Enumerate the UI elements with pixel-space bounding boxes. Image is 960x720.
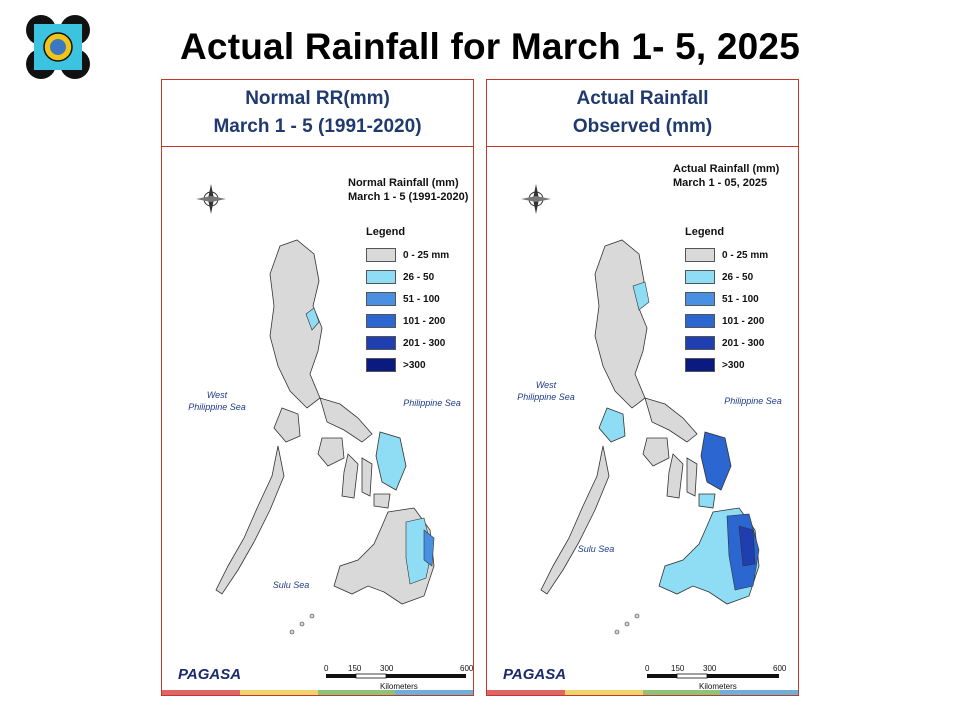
- sea-label-east: Philippine Sea: [403, 398, 461, 408]
- legend-label: 101 - 200: [403, 315, 446, 327]
- sea-label-west: West Philippine Sea: [517, 380, 575, 402]
- legend-item: 201 - 300: [685, 336, 764, 350]
- legend-title: Legend: [685, 226, 725, 238]
- legend-swatch: [366, 314, 396, 328]
- footer-colorbar: [162, 690, 473, 695]
- normal-rainfall-map: Normal Rainfall (mm) March 1 - 5 (1991-2…: [162, 146, 473, 695]
- footer-colorbar: [487, 690, 798, 695]
- agency-name: PAGASA: [503, 666, 567, 683]
- scale-tick: 600: [773, 664, 787, 673]
- panel-header: Actual Rainfall Observed (mm): [487, 80, 798, 147]
- legend-swatch: [685, 358, 715, 372]
- legend-title: Legend: [366, 226, 406, 238]
- legend-swatch: [685, 314, 715, 328]
- normal-rainfall-panel: Normal RR(mm) March 1 - 5 (1991-2020): [161, 79, 474, 696]
- legend-item: 101 - 200: [366, 314, 445, 328]
- panel-header-line1: Actual Rainfall: [576, 88, 709, 109]
- legend-label: >300: [403, 359, 426, 371]
- legend-item: 51 - 100: [366, 292, 440, 306]
- map-svg: [521, 184, 779, 679]
- legend-item: 26 - 50: [366, 270, 434, 284]
- legend-label: 26 - 50: [403, 271, 435, 283]
- map-title-line2: March 1 - 5 (1991-2020): [348, 191, 469, 203]
- map-title: Normal Rainfall (mm) March 1 - 5 (1991-2…: [348, 176, 468, 204]
- scale-tick: 150: [671, 664, 685, 673]
- legend-label: 201 - 300: [722, 337, 765, 349]
- compass-icon: [196, 184, 226, 214]
- legend-label: 101 - 200: [722, 315, 765, 327]
- sea-label-sulu: Sulu Sea: [272, 580, 310, 590]
- panel-header: Normal RR(mm) March 1 - 5 (1991-2020): [162, 80, 473, 147]
- panel-header-line2: March 1 - 5 (1991-2020): [213, 116, 422, 137]
- legend-label: >300: [722, 359, 745, 371]
- legend-swatch: [685, 270, 715, 284]
- sea-label-sulu: Sulu Sea: [577, 544, 615, 554]
- legend-label: 201 - 300: [403, 337, 446, 349]
- legend-swatch: [366, 248, 396, 262]
- legend-swatch: [366, 270, 396, 284]
- slide-title: Actual Rainfall for March 1- 5, 2025: [180, 26, 800, 67]
- map-title-line2: March 1 - 05, 2025: [673, 177, 768, 189]
- map-title: Actual Rainfall (mm) March 1 - 05, 2025: [673, 162, 779, 190]
- sea-label-east: Philippine Sea: [724, 396, 782, 406]
- map-svg: [196, 184, 466, 679]
- legend-item: >300: [366, 358, 426, 372]
- legend-item: 0 - 25 mm: [685, 248, 768, 262]
- legend-item: 51 - 100: [685, 292, 759, 306]
- scale-unit: Kilometers: [699, 682, 737, 691]
- actual-rainfall-map: Actual Rainfall (mm) March 1 - 05, 2025 …: [487, 146, 798, 695]
- scale-tick: 150: [348, 664, 362, 673]
- compass-icon: [521, 184, 551, 214]
- agency-logo: [24, 14, 92, 80]
- scale-tick: 0: [324, 664, 329, 673]
- legend-item: >300: [685, 358, 745, 372]
- legend-swatch: [685, 248, 715, 262]
- legend-item: 101 - 200: [685, 314, 764, 328]
- legend-item: 0 - 25 mm: [366, 248, 449, 262]
- legend-swatch: [366, 292, 396, 306]
- map-title-line1: Normal Rainfall (mm): [348, 177, 459, 189]
- scale-tick: 600: [460, 664, 474, 673]
- sea-label-west: West Philippine Sea: [188, 390, 246, 412]
- panel-header-line1: Normal RR(mm): [245, 88, 390, 109]
- actual-rainfall-panel: Actual Rainfall Observed (mm): [486, 79, 799, 696]
- legend-swatch: [685, 292, 715, 306]
- scale-tick: 0: [645, 664, 650, 673]
- legend-item: 201 - 300: [366, 336, 445, 350]
- legend-label: 0 - 25 mm: [722, 249, 769, 261]
- legend-item: 26 - 50: [685, 270, 753, 284]
- scale-tick: 300: [703, 664, 717, 673]
- legend-label: 0 - 25 mm: [403, 249, 450, 261]
- legend-label: 26 - 50: [722, 271, 754, 283]
- panel-header-line2: Observed (mm): [572, 116, 713, 137]
- legend-swatch: [366, 358, 396, 372]
- scale-unit: Kilometers: [380, 682, 418, 691]
- legend-label: 51 - 100: [403, 293, 440, 305]
- legend-swatch: [685, 336, 715, 350]
- scale-tick: 300: [380, 664, 394, 673]
- map-title-line1: Actual Rainfall (mm): [673, 163, 780, 175]
- agency-name: PAGASA: [178, 666, 242, 683]
- legend-swatch: [366, 336, 396, 350]
- legend-label: 51 - 100: [722, 293, 759, 305]
